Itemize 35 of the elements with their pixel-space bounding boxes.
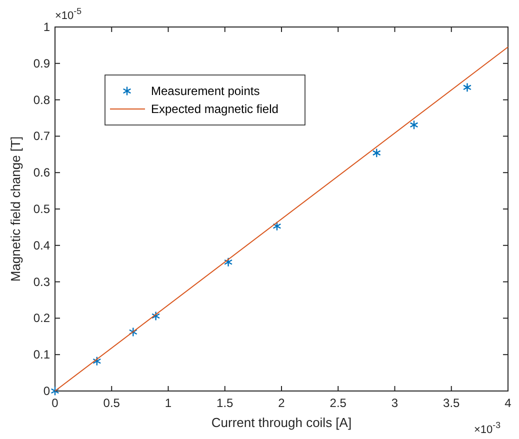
y-tick-label: 0.6 — [33, 166, 50, 180]
y-tick-label: 0.4 — [33, 238, 50, 252]
y-axis-title: Magnetic field change [T] — [8, 136, 23, 282]
y-tick-label: 1 — [43, 20, 50, 34]
text: ×10$^{-5}$ — [55, 6, 82, 22]
x-tick-label: 0.5 — [103, 396, 120, 410]
y-tick-label: 0.9 — [33, 56, 50, 70]
point — [92, 356, 102, 366]
x-tick-label: 4 — [504, 396, 512, 410]
y-tick-label: 0.8 — [33, 92, 50, 107]
legend-label: Expected magnetic field — [151, 102, 278, 116]
point — [128, 327, 138, 337]
point — [224, 257, 233, 267]
point — [152, 311, 160, 321]
point — [462, 82, 472, 92]
x-tick-label: 0 — [52, 396, 59, 410]
y-tick-label: 0.3 — [33, 274, 50, 289]
x-tick-label: 3.5 — [443, 396, 460, 410]
x-tick-label: 1.5 — [216, 396, 234, 410]
x-axis-title: Current through coils [A] — [211, 415, 352, 430]
x-tick-label: 3 — [391, 396, 398, 410]
point — [272, 221, 282, 231]
y-tick-label: 0.7 — [33, 129, 50, 144]
point — [410, 120, 418, 130]
point — [372, 148, 381, 158]
text: ×10$^{-3}$ — [474, 420, 501, 436]
x-tick-label: 1 — [164, 396, 172, 410]
y-tick-label: 0.1 — [33, 348, 50, 362]
x-tick-label: 2 — [278, 396, 286, 410]
legend-label: Measurement points — [151, 84, 260, 98]
y-tick-label: 0.5 — [33, 202, 50, 216]
point — [50, 386, 60, 396]
x-tick-label: 2.5 — [330, 396, 347, 410]
y-tick-label: 0.2 — [33, 311, 50, 326]
y-tick-label: 0 — [43, 384, 50, 398]
